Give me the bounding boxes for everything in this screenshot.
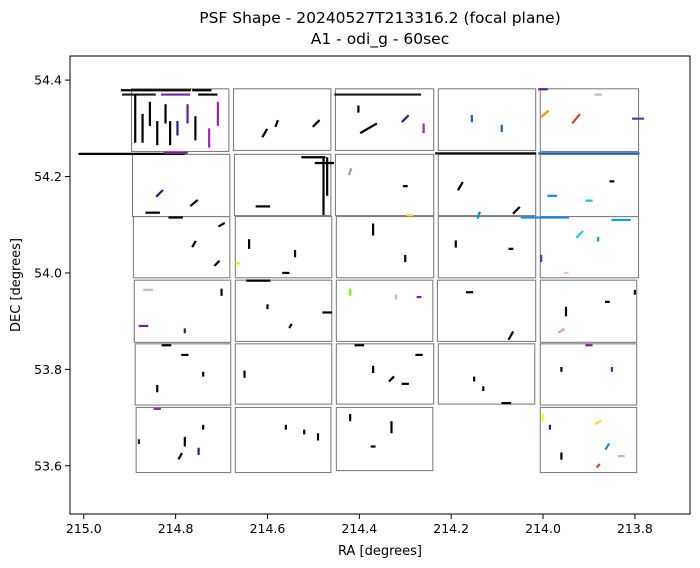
- plot-area: [78, 88, 645, 474]
- psf-whisker: [155, 189, 164, 198]
- ccd-outline-9: [437, 153, 537, 217]
- ccd-outline-8: [334, 153, 435, 217]
- ccd-outline-15: [539, 215, 640, 279]
- psf-whisker: [388, 375, 395, 383]
- psf-whisker: [507, 330, 515, 341]
- psf-whisker: [213, 259, 221, 267]
- psf-whisker: [191, 240, 197, 248]
- axes-frame: [69, 55, 691, 515]
- psf-whisker: [595, 463, 601, 469]
- y-tick-label: 53.6: [34, 458, 62, 473]
- ccd-outline-24: [437, 343, 536, 405]
- ccd-outline-12: [234, 215, 333, 279]
- psf-whisker: [571, 113, 581, 124]
- ccd-outline-13: [335, 215, 435, 279]
- psf-whisker: [512, 206, 521, 215]
- x-tick-label: 214.4: [341, 521, 377, 536]
- psf-whisker: [311, 119, 321, 128]
- psf-whisker: [274, 119, 279, 128]
- ccd-outline-25: [539, 343, 638, 406]
- ccd-outline-3: [334, 88, 435, 152]
- psf-whisker: [217, 221, 226, 228]
- psf-whisker: [177, 452, 183, 460]
- psf-whisker: [457, 181, 464, 191]
- ccd-outline-22: [234, 343, 333, 405]
- ccd-outline-11: [132, 215, 231, 279]
- psf-whisker: [189, 199, 199, 207]
- y-tick-label: 53.8: [34, 362, 62, 377]
- psf-whisker: [540, 109, 550, 118]
- chart-subtitle: A1 - odi_g - 60sec: [311, 30, 449, 49]
- x-axis-label: RA [degrees]: [338, 544, 422, 559]
- x-tick-label: 214.2: [433, 521, 469, 536]
- x-tick-label: 215.0: [66, 521, 102, 536]
- ccd-outline-5: [539, 88, 640, 153]
- x-tick-label: 214.6: [250, 521, 286, 536]
- y-tick-label: 54.4: [34, 73, 62, 88]
- ccd-outline-10: [539, 153, 640, 218]
- ccd-outline-6: [131, 153, 231, 218]
- psf-whisker: [476, 211, 482, 219]
- psf-whisker: [347, 167, 353, 176]
- ccd-outline-14: [437, 215, 537, 279]
- x-tick-label: 214.8: [158, 521, 194, 536]
- ccd-outline-27: [234, 406, 332, 474]
- ccd-outline-16: [133, 279, 232, 343]
- ccd-outline-29: [539, 406, 638, 474]
- y-axis: 53.6 53.8 54.0 54.2 54.4: [34, 73, 70, 473]
- psf-whisker: [575, 230, 584, 239]
- psf-whisker: [359, 122, 378, 135]
- x-axis: 215.0 214.8 214.6 214.4 214.2 214.0 213.8: [66, 514, 653, 536]
- ccd-outline-1: [130, 88, 230, 153]
- y-tick-label: 54.2: [34, 169, 62, 184]
- psf-whisker: [594, 419, 602, 426]
- ccd-outline-17: [234, 279, 333, 342]
- psf-whisker: [401, 114, 410, 123]
- ccd-outline-2: [232, 88, 332, 152]
- psf-whisker: [261, 128, 269, 138]
- ccd-outline-23: [335, 343, 435, 405]
- x-tick-label: 213.8: [617, 521, 653, 536]
- y-axis-label: DEC [degrees]: [9, 238, 24, 332]
- chart-title: PSF Shape - 20240527T213316.2 (focal pla…: [199, 9, 561, 27]
- ccd-outline-18: [335, 279, 434, 342]
- ccd-outline-26: [135, 406, 232, 474]
- ccd-outline-28: [335, 406, 434, 472]
- psf-whisker: [557, 328, 566, 334]
- psf-whisker: [288, 323, 293, 329]
- ccd-outline-19: [436, 279, 537, 342]
- y-tick-label: 54.0: [34, 265, 62, 280]
- psf-whisker: [604, 442, 611, 451]
- ccd-outline-7: [233, 153, 332, 217]
- ccd-outline-21: [134, 343, 232, 406]
- x-tick-label: 214.0: [525, 521, 561, 536]
- ccd-outline-20: [539, 279, 638, 343]
- ccd-outline-4: [437, 88, 537, 152]
